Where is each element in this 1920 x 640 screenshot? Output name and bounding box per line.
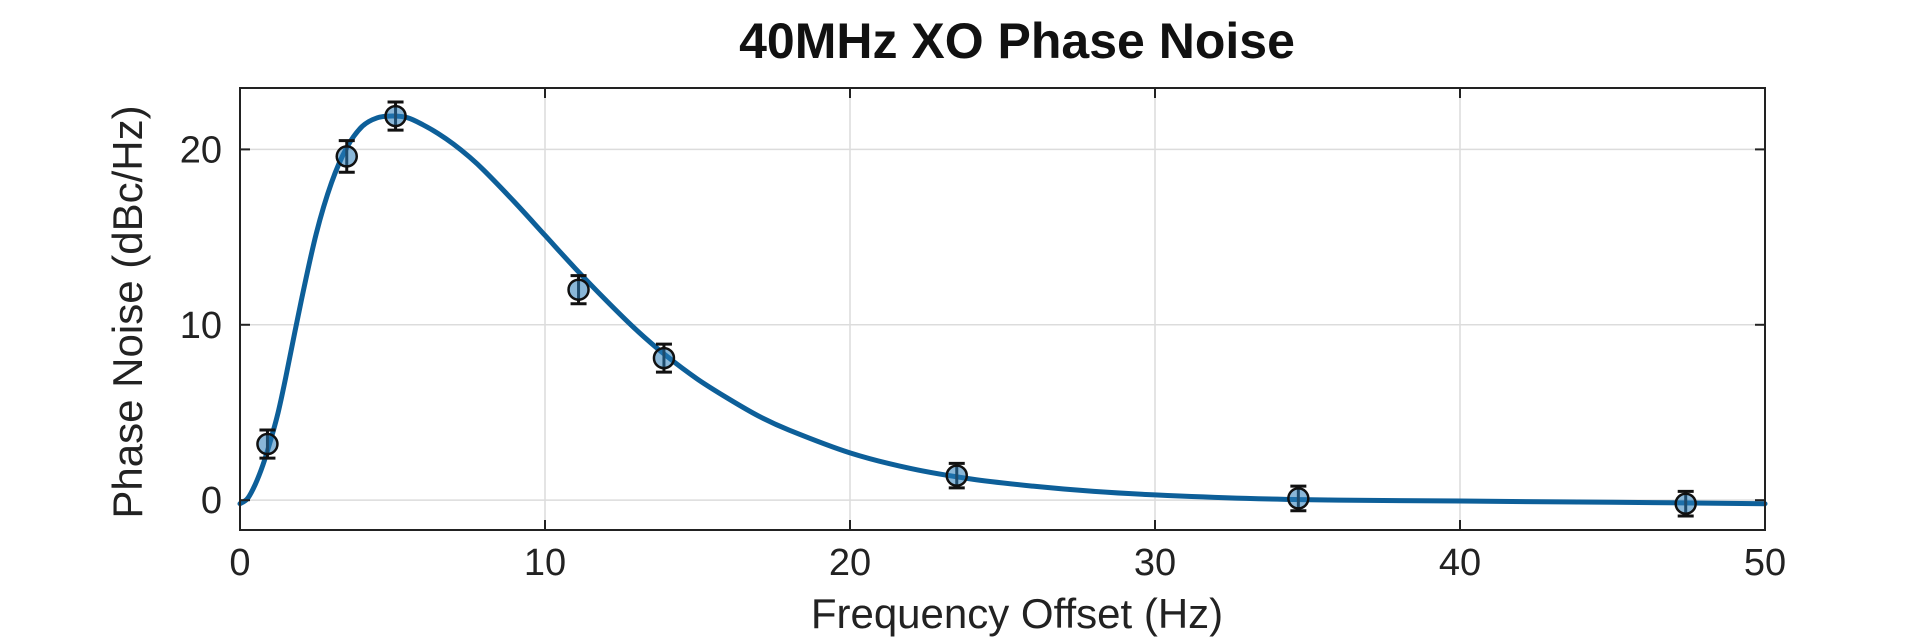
x-axis-label: Frequency Offset (Hz) — [811, 590, 1223, 637]
y-tick-label: 10 — [180, 305, 222, 347]
grid-lines — [240, 88, 1765, 530]
x-tick-label: 10 — [524, 542, 566, 584]
data-point-marker — [335, 145, 358, 168]
data-point-group — [567, 274, 590, 306]
x-tick-label: 50 — [1744, 542, 1786, 584]
data-point-marker — [567, 278, 590, 301]
data-points — [256, 100, 1697, 518]
data-point-group — [652, 342, 676, 374]
axis-ticks: 0 10 20 30 40 50 0 10 20 — [180, 88, 1786, 584]
data-point-group — [1287, 484, 1310, 513]
fit-curve-line — [237, 113, 1768, 507]
y-axis-label: Phase Noise (dBc/Hz) — [104, 105, 151, 518]
x-tick-label: 40 — [1439, 542, 1481, 584]
chart-title: 40MHz XO Phase Noise — [739, 13, 1295, 69]
data-point-group — [1674, 489, 1697, 518]
data-point-marker — [652, 346, 676, 370]
data-point-group — [335, 139, 358, 174]
x-tick-label: 0 — [229, 542, 250, 584]
data-point-group — [945, 461, 968, 490]
x-tick-label: 30 — [1134, 542, 1176, 584]
y-tick-label: 0 — [201, 480, 222, 522]
y-tick-label: 20 — [180, 129, 222, 171]
data-point-group — [256, 428, 279, 460]
x-tick-label: 20 — [829, 542, 871, 584]
data-point-marker — [945, 464, 968, 487]
data-point-marker — [256, 432, 279, 456]
data-point-marker — [384, 104, 407, 128]
plot-area-frame — [239, 87, 1766, 531]
data-point-group — [384, 100, 407, 132]
data-point-marker — [1287, 487, 1310, 510]
data-point-marker — [1674, 492, 1697, 515]
